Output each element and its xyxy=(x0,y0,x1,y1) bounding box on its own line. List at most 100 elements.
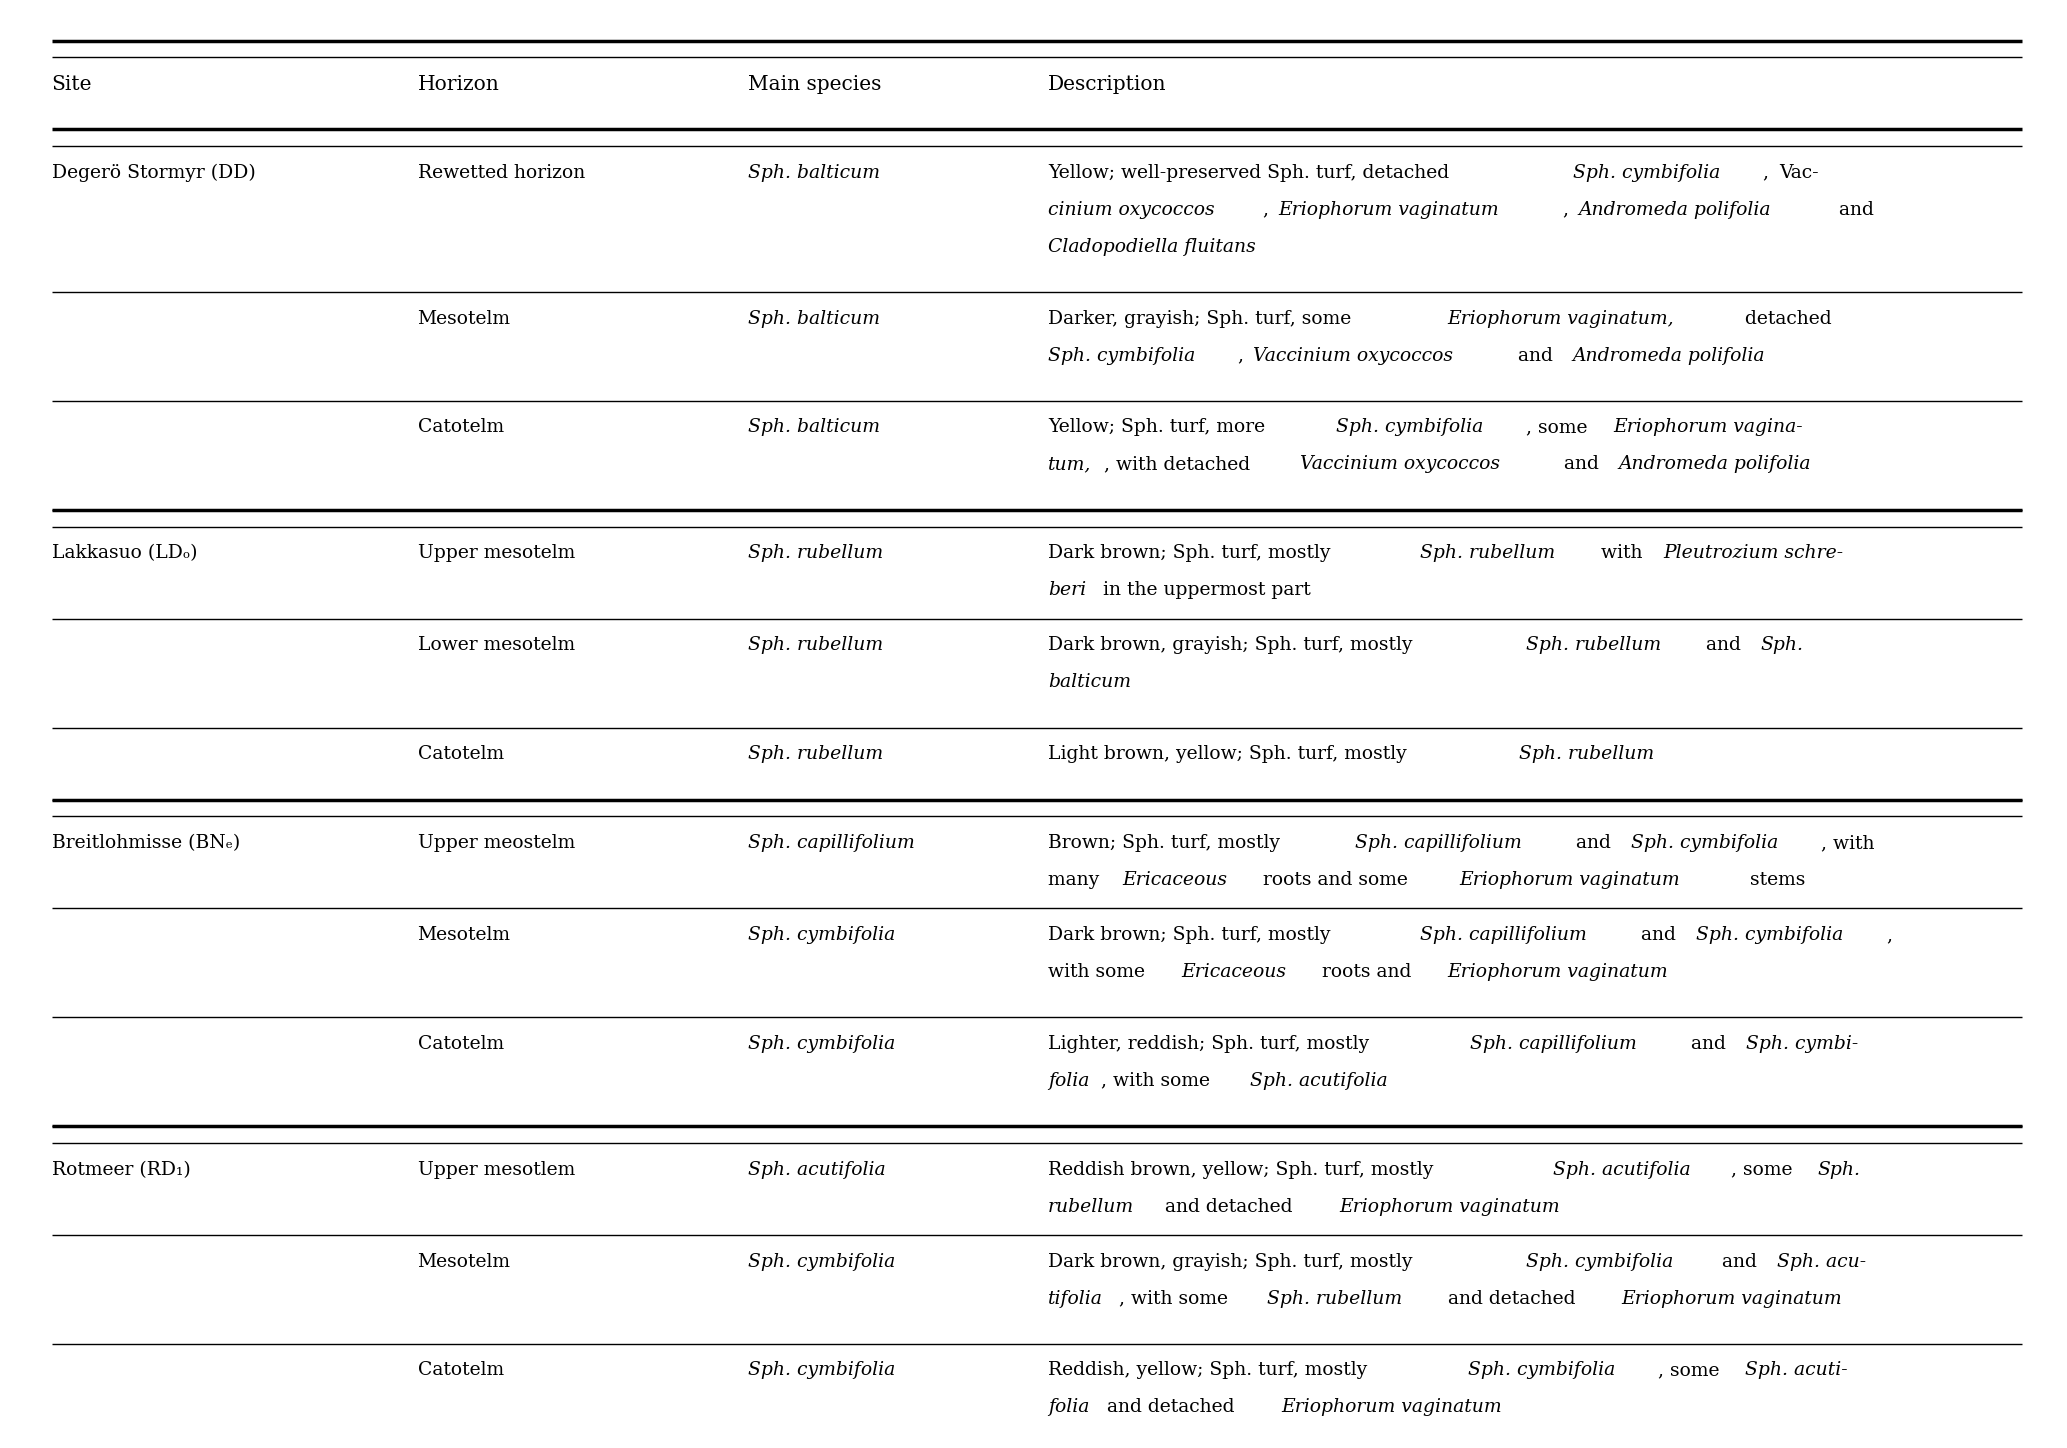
Text: Andromeda polifolia: Andromeda polifolia xyxy=(1579,201,1771,219)
Text: Vaccinium oxycoccos: Vaccinium oxycoccos xyxy=(1300,456,1501,473)
Text: ,: , xyxy=(1238,346,1251,365)
Text: Sph. rubellum: Sph. rubellum xyxy=(1519,746,1654,763)
Text: Sph. cymbi-: Sph. cymbi- xyxy=(1747,1035,1858,1053)
Text: Dark brown, grayish; Sph. turf, mostly: Dark brown, grayish; Sph. turf, mostly xyxy=(1048,1253,1418,1270)
Text: Sph. rubellum: Sph. rubellum xyxy=(748,746,883,763)
Text: and detached: and detached xyxy=(1102,1399,1240,1416)
Text: Eriophorum vaginatum: Eriophorum vaginatum xyxy=(1282,1399,1503,1416)
Text: and: and xyxy=(1511,346,1559,365)
Text: Breitlohmisse (BNₑ): Breitlohmisse (BNₑ) xyxy=(52,834,240,851)
Text: and: and xyxy=(1635,925,1683,944)
Text: Sph. capillifolium: Sph. capillifolium xyxy=(1470,1035,1637,1053)
Text: Lower mesotelm: Lower mesotelm xyxy=(418,636,575,654)
Text: Sph. balticum: Sph. balticum xyxy=(748,418,881,436)
Text: Description: Description xyxy=(1048,75,1166,94)
Text: and detached: and detached xyxy=(1441,1290,1581,1308)
Text: Sph. capillifolium: Sph. capillifolium xyxy=(1356,834,1521,851)
Text: Light brown, yellow; Sph. turf, mostly: Light brown, yellow; Sph. turf, mostly xyxy=(1048,746,1412,763)
Text: Mesotelm: Mesotelm xyxy=(418,925,511,944)
Text: Brown; Sph. turf, mostly: Brown; Sph. turf, mostly xyxy=(1048,834,1286,851)
Text: Sph. capillifolium: Sph. capillifolium xyxy=(1420,925,1587,944)
Text: Sph. rubellum: Sph. rubellum xyxy=(1525,636,1662,654)
Text: Sph. cymbifolia: Sph. cymbifolia xyxy=(1335,418,1484,436)
Text: and detached: and detached xyxy=(1160,1197,1298,1215)
Text: tum,: tum, xyxy=(1048,456,1091,473)
Text: Mesotelm: Mesotelm xyxy=(418,1253,511,1270)
Text: , with detached: , with detached xyxy=(1104,456,1257,473)
Text: ,: , xyxy=(1885,925,1891,944)
Text: Catotelm: Catotelm xyxy=(418,1035,504,1053)
Text: Dark brown, grayish; Sph. turf, mostly: Dark brown, grayish; Sph. turf, mostly xyxy=(1048,636,1418,654)
Text: Eriophorum vaginatum: Eriophorum vaginatum xyxy=(1279,201,1499,219)
Text: Reddish, yellow; Sph. turf, mostly: Reddish, yellow; Sph. turf, mostly xyxy=(1048,1361,1372,1380)
Text: Sph. rubellum: Sph. rubellum xyxy=(748,636,883,654)
Text: Eriophorum vaginatum: Eriophorum vaginatum xyxy=(1339,1197,1561,1215)
Text: cinium oxycoccos: cinium oxycoccos xyxy=(1048,201,1215,219)
Text: and: and xyxy=(1827,201,1875,219)
Text: Sph. acuti-: Sph. acuti- xyxy=(1745,1361,1848,1380)
Text: Sph. cymbifolia: Sph. cymbifolia xyxy=(1631,834,1778,851)
Text: Sph.: Sph. xyxy=(1761,636,1804,654)
Text: folia: folia xyxy=(1048,1399,1089,1416)
Text: Reddish brown, yellow; Sph. turf, mostly: Reddish brown, yellow; Sph. turf, mostly xyxy=(1048,1161,1439,1179)
Text: Dark brown; Sph. turf, mostly: Dark brown; Sph. turf, mostly xyxy=(1048,925,1337,944)
Text: ,: , xyxy=(1563,201,1575,219)
Text: and: and xyxy=(1716,1253,1763,1270)
Text: Sph. balticum: Sph. balticum xyxy=(748,310,881,327)
Text: Upper mesotelm: Upper mesotelm xyxy=(418,544,575,562)
Text: rubellum: rubellum xyxy=(1048,1197,1135,1215)
Text: Andromeda polifolia: Andromeda polifolia xyxy=(1618,456,1811,473)
Text: Dark brown; Sph. turf, mostly: Dark brown; Sph. turf, mostly xyxy=(1048,544,1337,562)
Text: Degerö Stormyr (DD): Degerö Stormyr (DD) xyxy=(52,164,256,182)
Text: Eriophorum vaginatum: Eriophorum vaginatum xyxy=(1621,1290,1842,1308)
Text: Sph. cymbifolia: Sph. cymbifolia xyxy=(1695,925,1844,944)
Text: , some: , some xyxy=(1730,1161,1798,1179)
Text: Sph.: Sph. xyxy=(1817,1161,1860,1179)
Text: beri: beri xyxy=(1048,581,1085,599)
Text: Upper meostelm: Upper meostelm xyxy=(418,834,575,851)
Text: folia: folia xyxy=(1048,1072,1089,1090)
Text: roots and some: roots and some xyxy=(1257,870,1414,889)
Text: Sph. cymbifolia: Sph. cymbifolia xyxy=(748,1253,895,1270)
Text: stems: stems xyxy=(1745,870,1807,889)
Text: ,: , xyxy=(1263,201,1275,219)
Text: , with: , with xyxy=(1821,834,1875,851)
Text: Sph. cymbifolia: Sph. cymbifolia xyxy=(748,925,895,944)
Text: Sph. cymbifolia: Sph. cymbifolia xyxy=(1525,1253,1674,1270)
Text: Pleutrozium schre-: Pleutrozium schre- xyxy=(1664,544,1844,562)
Text: Main species: Main species xyxy=(748,75,883,94)
Text: Yellow; Sph. turf, more: Yellow; Sph. turf, more xyxy=(1048,418,1271,436)
Text: many: many xyxy=(1048,870,1106,889)
Text: Sph. cymbifolia: Sph. cymbifolia xyxy=(748,1361,895,1380)
Text: ,: , xyxy=(1763,164,1776,182)
Text: , some: , some xyxy=(1525,418,1594,436)
Text: Catotelm: Catotelm xyxy=(418,746,504,763)
Text: Sph. acutifolia: Sph. acutifolia xyxy=(1251,1072,1387,1090)
Text: Eriophorum vaginatum,: Eriophorum vaginatum, xyxy=(1447,310,1674,327)
Text: Rotmeer (RD₁): Rotmeer (RD₁) xyxy=(52,1161,190,1179)
Text: Cladopodiella fluitans: Cladopodiella fluitans xyxy=(1048,237,1257,256)
Text: Sph. acutifolia: Sph. acutifolia xyxy=(748,1161,887,1179)
Text: Horizon: Horizon xyxy=(418,75,500,94)
Text: Lakkasuo (LDₒ): Lakkasuo (LDₒ) xyxy=(52,544,196,562)
Text: in the uppermost part: in the uppermost part xyxy=(1098,581,1310,599)
Text: balticum: balticum xyxy=(1048,673,1131,691)
Text: Sph. cymbifolia: Sph. cymbifolia xyxy=(1048,346,1195,365)
Text: Site: Site xyxy=(52,75,93,94)
Text: , with some: , with some xyxy=(1118,1290,1234,1308)
Text: Sph. balticum: Sph. balticum xyxy=(748,164,881,182)
Text: Eriophorum vaginatum: Eriophorum vaginatum xyxy=(1447,963,1668,980)
Text: , with some: , with some xyxy=(1102,1072,1215,1090)
Text: Sph. rubellum: Sph. rubellum xyxy=(1267,1290,1401,1308)
Text: Sph. acu-: Sph. acu- xyxy=(1776,1253,1867,1270)
Text: with some: with some xyxy=(1048,963,1151,980)
Text: Sph. cymbifolia: Sph. cymbifolia xyxy=(748,1035,895,1053)
Text: and: and xyxy=(1571,834,1616,851)
Text: Catotelm: Catotelm xyxy=(418,1361,504,1380)
Text: Darker, grayish; Sph. turf, some: Darker, grayish; Sph. turf, some xyxy=(1048,310,1358,327)
Text: Andromeda polifolia: Andromeda polifolia xyxy=(1573,346,1765,365)
Text: Catotelm: Catotelm xyxy=(418,418,504,436)
Text: with: with xyxy=(1594,544,1647,562)
Text: Sph. cymbifolia: Sph. cymbifolia xyxy=(1468,1361,1614,1380)
Text: Ericaceous: Ericaceous xyxy=(1122,870,1228,889)
